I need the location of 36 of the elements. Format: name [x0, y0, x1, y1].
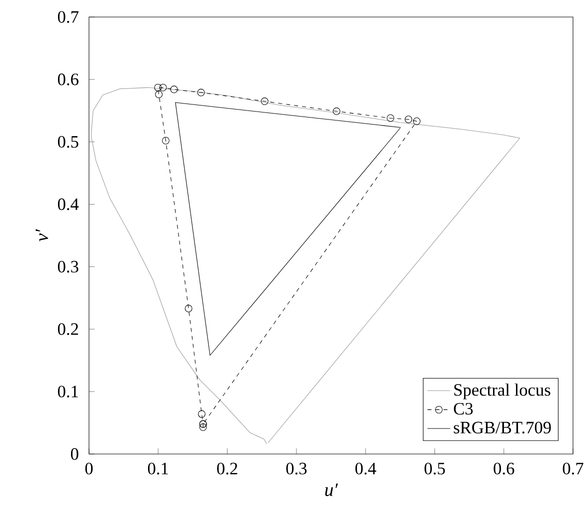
y-tick-label: 0.3 [58, 260, 78, 273]
y-tick-label: 0.4 [58, 198, 79, 210]
y-tick-label: 0.2 [58, 323, 78, 336]
line-series [175, 102, 402, 356]
x-tick-label: 0.5 [424, 462, 445, 474]
y-tick-label: 0.7 [58, 11, 78, 23]
y-tick-label: 0.6 [58, 74, 78, 86]
y-tick-label: 0.1 [58, 386, 78, 398]
legend-label: Spectral locus [454, 384, 550, 400]
point [332, 108, 340, 116]
point [197, 88, 205, 96]
point [154, 84, 162, 92]
point [159, 84, 167, 92]
point [198, 410, 206, 418]
y-tick-label: 0 [70, 448, 78, 460]
y-tick-label: 0.5 [58, 136, 78, 148]
point [404, 116, 412, 124]
point [155, 90, 163, 98]
x-tick-label: 0.7 [562, 462, 584, 474]
x-tick-label: 0.6 [494, 462, 514, 474]
x-tick-label: 0.2 [217, 462, 238, 474]
legend-label: sRGB/BT.709 [454, 422, 551, 434]
legend-label: C3 [454, 402, 473, 415]
point [184, 304, 192, 312]
point [386, 114, 394, 122]
x-tick-label: 0 [85, 462, 93, 474]
point [162, 136, 170, 144]
x-tick-label: 0.3 [286, 462, 307, 474]
point [260, 98, 268, 106]
point [170, 86, 178, 94]
y-axis-title: v′ [36, 229, 48, 242]
x-tick-label: 0.4 [355, 462, 376, 474]
point [199, 423, 207, 431]
x-tick-label: 0.1 [148, 462, 168, 474]
x-axis-title: u′ [325, 484, 338, 496]
point [413, 118, 420, 125]
